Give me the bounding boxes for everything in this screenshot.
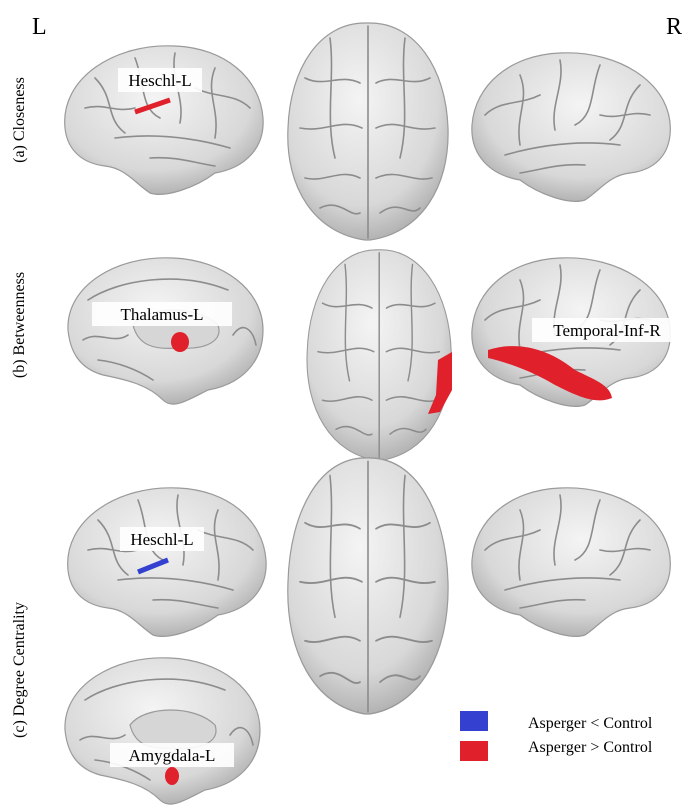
row-label: (a) Closeness: [11, 77, 28, 163]
row-label: (c) Degree Centrality: [11, 602, 28, 738]
right-label: R: [666, 14, 682, 40]
region-label: Amygdala-L: [129, 746, 216, 765]
highlight: [165, 767, 179, 785]
row-label: (b) Betweenness: [11, 272, 28, 378]
brain-right: [472, 488, 670, 636]
legend-swatch: [460, 711, 488, 731]
left-label: L: [32, 14, 47, 40]
legend-label: Asperger > Control: [528, 739, 653, 756]
brain-top: [288, 23, 448, 240]
region-label: Thalamus-L: [120, 305, 203, 324]
region-label: Temporal-Inf-R: [553, 321, 661, 340]
brain-right: [472, 53, 670, 201]
figure: L R (a) Closeness (b) Betweenness (c) De…: [0, 0, 699, 809]
legend-swatch: [460, 741, 488, 761]
brain-top: [288, 458, 448, 714]
highlight: [171, 332, 189, 352]
legend-label: Asperger < Control: [528, 715, 653, 732]
brain-medial: [68, 258, 263, 404]
brain-top: [307, 250, 451, 460]
region-label: Heschl-L: [130, 530, 193, 549]
brain-medial: [65, 658, 260, 804]
region-label: Heschl-L: [128, 71, 191, 90]
